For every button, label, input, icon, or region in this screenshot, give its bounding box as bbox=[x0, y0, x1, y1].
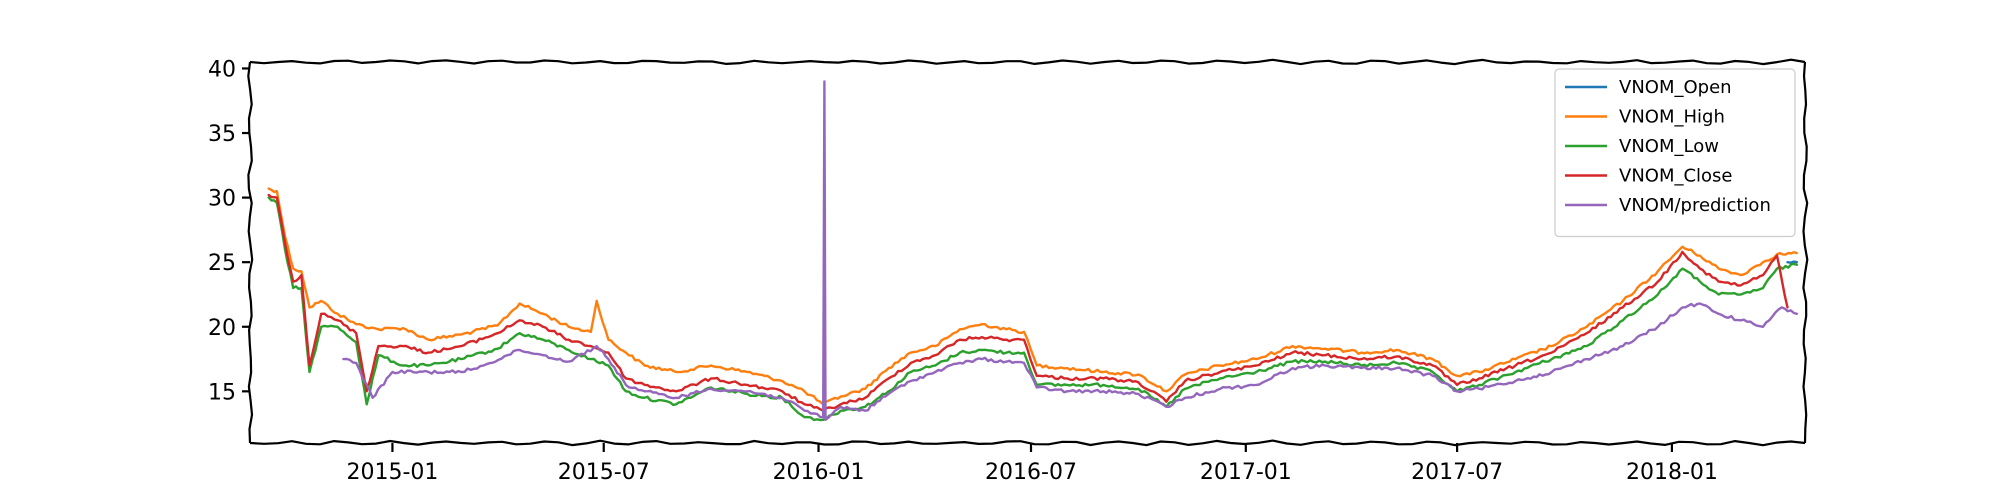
legend-label: VNOM_Low bbox=[1619, 136, 1719, 157]
y-tick-label: 15 bbox=[208, 380, 236, 405]
legend-label: VNOM_Close bbox=[1619, 166, 1733, 187]
legend-label: VNOM/prediction bbox=[1619, 195, 1771, 216]
legend-box bbox=[1554, 68, 1796, 238]
series-line-vnom-open bbox=[1786, 260, 1798, 264]
frame-top bbox=[249, 58, 1806, 66]
series-line-vnom-low bbox=[267, 196, 1798, 422]
legend: VNOM_Open VNOM_High VNOM_Low VNOM_Close VNOM… bbox=[1554, 68, 1796, 238]
y-tick-label: 35 bbox=[208, 122, 236, 147]
plot-frame bbox=[247, 58, 1809, 447]
x-tick-label: 2015-01 bbox=[346, 460, 438, 485]
legend-label: VNOM_Open bbox=[1619, 77, 1732, 98]
x-tick-label: 2015-07 bbox=[558, 460, 650, 485]
series-layer bbox=[267, 80, 1798, 422]
x-tick-label: 2017-01 bbox=[1200, 460, 1292, 485]
y-tick-label: 25 bbox=[208, 251, 236, 276]
axis-ticks: 15 20 25 30 35 40 2015-01 2015-07 2016-01 2016-07… bbox=[208, 57, 1718, 485]
legend-label: VNOM_High bbox=[1619, 107, 1725, 128]
frame-bottom bbox=[249, 439, 1806, 447]
y-tick-label: 20 bbox=[208, 316, 236, 341]
series-line-vnom-high bbox=[267, 187, 1798, 406]
y-tick-label: 40 bbox=[208, 57, 236, 82]
y-tick-label: 30 bbox=[208, 187, 236, 212]
x-tick-label: 2017-07 bbox=[1411, 460, 1503, 485]
x-tick-label: 2016-01 bbox=[773, 460, 865, 485]
series-line-vnom-close bbox=[267, 193, 1789, 412]
frame-left bbox=[247, 61, 254, 444]
x-tick-label: 2016-07 bbox=[985, 460, 1077, 485]
x-tick-label: 2018-01 bbox=[1626, 460, 1718, 485]
frame-right bbox=[1802, 61, 1809, 444]
series-line-vnom-prediction bbox=[342, 80, 1798, 421]
